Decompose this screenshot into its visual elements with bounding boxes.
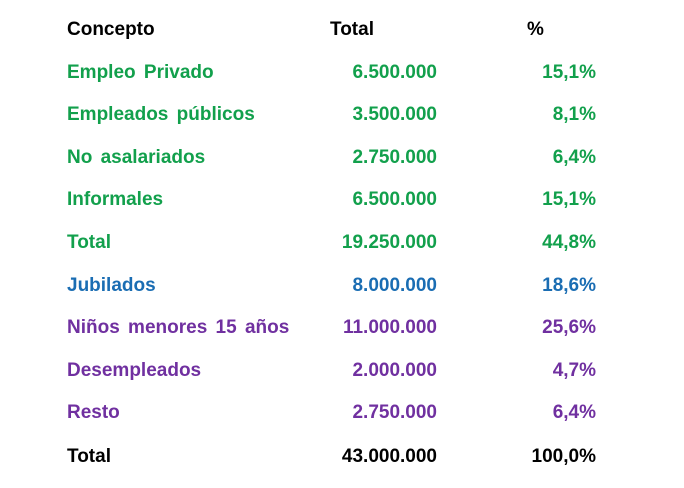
- row-total: 2.000.000: [352, 360, 437, 381]
- row-percent: 4,7%: [552, 360, 596, 381]
- table-row: Informales 6.500.000 15,1%: [0, 188, 684, 212]
- row-concept: Informales: [67, 189, 164, 210]
- header-percent: %: [527, 19, 544, 40]
- row-concept: Total: [67, 232, 111, 253]
- row-total: 3.500.000: [352, 104, 437, 125]
- row-total: 2.750.000: [352, 402, 437, 423]
- row-percent: 8,1%: [552, 104, 596, 125]
- row-concept: Total: [67, 446, 111, 467]
- header-total: Total: [330, 19, 374, 40]
- row-total: 19.250.000: [341, 232, 437, 253]
- row-concept: Empleo Privado: [67, 62, 214, 83]
- table-row: Resto 2.750.000 6,4%: [0, 401, 684, 425]
- row-percent: 25,6%: [542, 317, 596, 338]
- row-percent: 15,1%: [542, 62, 596, 83]
- row-percent: 15,1%: [542, 189, 596, 210]
- table-row: Jubilados 8.000.000 18,6%: [0, 274, 684, 298]
- row-concept: Empleados públicos: [67, 104, 255, 125]
- header-concept: Concepto: [67, 19, 155, 40]
- row-percent: 44,8%: [542, 232, 596, 253]
- table-row-total: Total 19.250.000 44,8%: [0, 231, 684, 255]
- table-row: Empleo Privado 6.500.000 15,1%: [0, 61, 684, 85]
- table-row-total: Total 43.000.000 100,0%: [0, 445, 684, 469]
- table-row: Niños menores 15 años 11.000.000 25,6%: [0, 316, 684, 340]
- table-row: No asalariados 2.750.000 6,4%: [0, 146, 684, 170]
- row-percent: 18,6%: [542, 275, 596, 296]
- row-concept: Resto: [67, 402, 120, 423]
- table-row: Empleados públicos 3.500.000 8,1%: [0, 103, 684, 127]
- row-total: 43.000.000: [341, 446, 437, 467]
- row-total: 11.000.000: [342, 317, 437, 338]
- row-total: 6.500.000: [352, 62, 437, 83]
- row-concept: Desempleados: [67, 360, 202, 381]
- table-row: Desempleados 2.000.000 4,7%: [0, 359, 684, 383]
- row-concept: Jubilados: [67, 275, 156, 296]
- row-percent: 6,4%: [552, 402, 596, 423]
- row-percent: 6,4%: [552, 147, 596, 168]
- row-total: 6.500.000: [352, 189, 437, 210]
- row-concept: No asalariados: [67, 147, 206, 168]
- row-concept: Niños menores 15 años: [67, 317, 290, 338]
- table-header: Concepto Total %: [0, 18, 684, 42]
- row-total: 2.750.000: [352, 147, 437, 168]
- row-total: 8.000.000: [352, 275, 437, 296]
- row-percent: 100,0%: [531, 446, 596, 467]
